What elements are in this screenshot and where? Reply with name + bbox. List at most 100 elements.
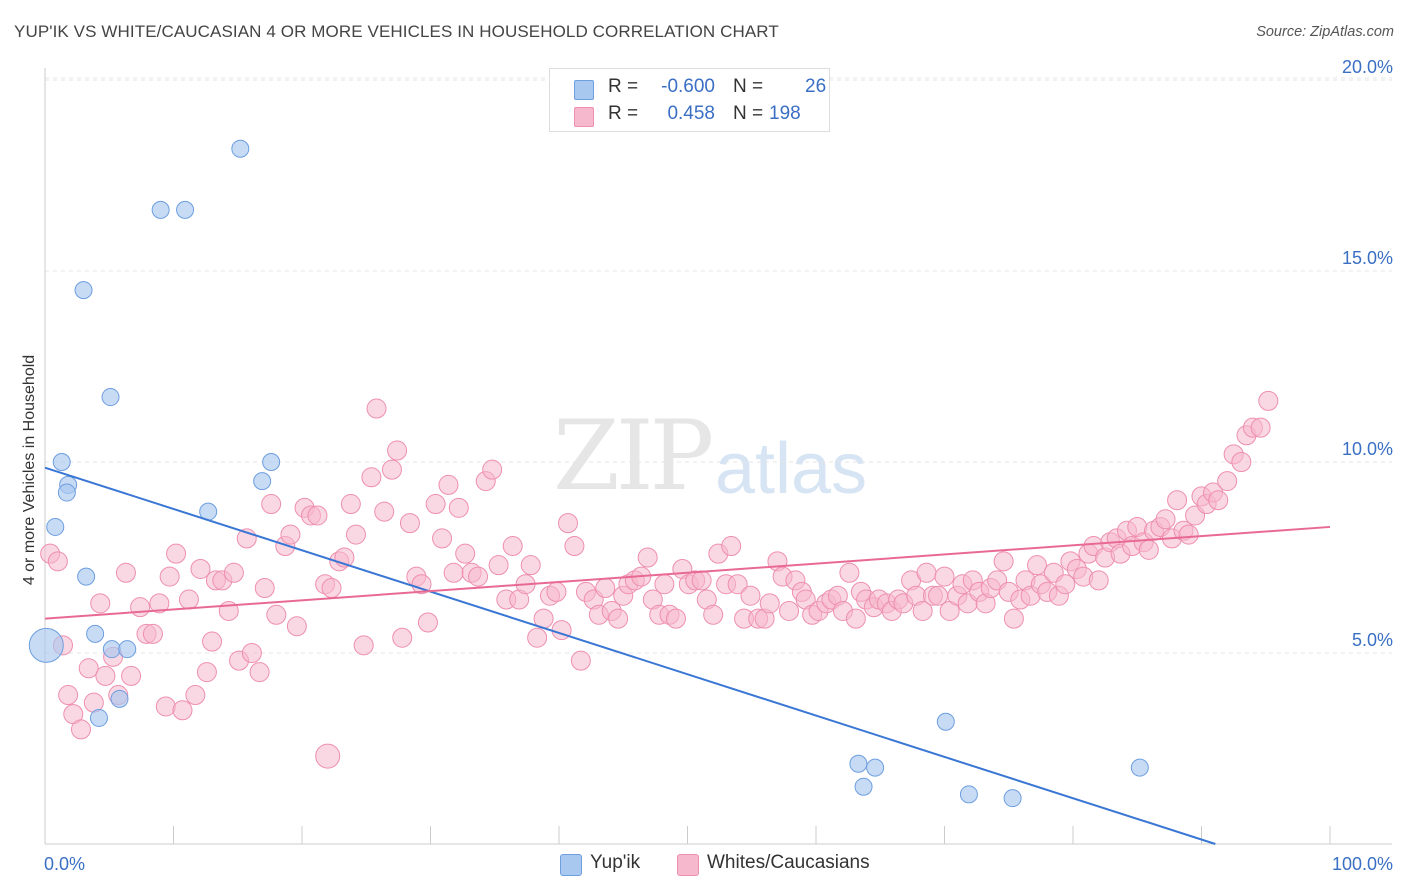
whites-point bbox=[1231, 452, 1252, 472]
series-legend: Yup'ik Whites/Caucasians bbox=[0, 852, 1406, 878]
whites-point bbox=[703, 604, 724, 625]
whites-point bbox=[546, 581, 567, 602]
whites-point bbox=[425, 494, 446, 515]
whites-point bbox=[654, 574, 675, 595]
whites-point bbox=[502, 536, 523, 557]
yupik-trend-line bbox=[44, 466, 1216, 845]
whites-point bbox=[223, 562, 244, 583]
yupik-point bbox=[854, 777, 873, 796]
whites-trend-line bbox=[44, 525, 1331, 620]
whites-point bbox=[417, 612, 438, 633]
whites-point bbox=[155, 696, 176, 717]
whites-point bbox=[241, 643, 262, 663]
legend-n-value: 26 bbox=[805, 76, 827, 97]
yupik-point bbox=[89, 708, 108, 727]
yupik-point bbox=[46, 517, 65, 536]
whites-point bbox=[1258, 390, 1279, 411]
whites-series-points bbox=[40, 390, 1279, 769]
series-swatch-yupik bbox=[560, 854, 582, 876]
y-tick-label: 20.0% bbox=[1342, 57, 1393, 77]
yupik-point bbox=[1003, 789, 1022, 808]
whites-point bbox=[392, 627, 413, 648]
yupik-point bbox=[52, 453, 71, 471]
whites-point bbox=[520, 555, 541, 576]
whites-point bbox=[286, 616, 307, 637]
whites-point bbox=[1138, 539, 1159, 560]
whites-point bbox=[345, 524, 366, 545]
yupik-point bbox=[262, 453, 281, 471]
whites-point bbox=[443, 562, 464, 583]
yupik-point bbox=[110, 689, 129, 708]
correlation-legend: R = -0.600 N = 26 R = 0.458 N = 198 bbox=[549, 68, 830, 132]
whites-point bbox=[353, 635, 374, 656]
whites-point bbox=[78, 658, 99, 679]
whites-point bbox=[249, 662, 270, 683]
whites-point bbox=[190, 558, 211, 579]
whites-point bbox=[387, 440, 408, 461]
whites-point bbox=[185, 685, 206, 706]
yupik-point bbox=[231, 139, 250, 158]
whites-point bbox=[595, 578, 616, 599]
whites-point bbox=[381, 459, 402, 480]
whites-point bbox=[374, 501, 395, 522]
whites-point bbox=[149, 593, 170, 614]
axes bbox=[44, 68, 1392, 845]
whites-point bbox=[202, 631, 223, 652]
yupik-point bbox=[866, 758, 885, 777]
yupik-point bbox=[849, 754, 868, 773]
legend-n-value: 198 bbox=[769, 103, 801, 124]
legend-r-value: 0.458 bbox=[667, 103, 715, 124]
legend-n-label: N = bbox=[733, 103, 764, 124]
whites-point bbox=[399, 513, 420, 534]
watermark-zip: ZIP bbox=[553, 400, 714, 512]
whites-point bbox=[47, 551, 68, 572]
y-tick-label: 5.0% bbox=[1352, 630, 1393, 650]
whites-point bbox=[665, 608, 686, 629]
whites-point bbox=[196, 662, 217, 683]
legend-row-whites: R = 0.458 N = 198 bbox=[550, 103, 829, 129]
legend-r-label: R = bbox=[608, 76, 639, 97]
whites-point bbox=[266, 604, 287, 625]
whites-point bbox=[557, 513, 578, 534]
whites-point bbox=[90, 593, 111, 614]
whites-point bbox=[411, 574, 432, 595]
whites-point bbox=[321, 578, 342, 599]
trend-lines bbox=[44, 466, 1331, 845]
whites-point bbox=[1088, 570, 1109, 591]
whites-point bbox=[438, 474, 459, 495]
whites-point bbox=[448, 497, 469, 518]
whites-point bbox=[1250, 417, 1271, 438]
whites-point bbox=[564, 536, 585, 557]
whites-point bbox=[1167, 490, 1188, 511]
whites-point bbox=[759, 593, 780, 614]
legend-r-label: R = bbox=[608, 103, 639, 124]
whites-point bbox=[916, 562, 937, 583]
whites-point bbox=[570, 650, 591, 671]
whites-point bbox=[1155, 509, 1176, 530]
whites-point bbox=[178, 589, 199, 610]
x-tick-label: 0.0% bbox=[44, 854, 85, 874]
whites-point bbox=[340, 494, 361, 515]
yupik-point bbox=[936, 712, 955, 731]
whites-point bbox=[121, 665, 142, 686]
yupik-point bbox=[176, 200, 195, 219]
yupik-point bbox=[1130, 758, 1149, 777]
gridlines bbox=[45, 77, 1392, 654]
whites-point bbox=[527, 627, 548, 648]
whites-point bbox=[115, 562, 136, 583]
whites-point bbox=[455, 543, 476, 564]
whites-point bbox=[608, 608, 629, 629]
whites-point bbox=[142, 623, 163, 644]
whites-point bbox=[839, 562, 860, 583]
whites-point bbox=[934, 566, 955, 587]
whites-point bbox=[721, 536, 742, 557]
whites-point bbox=[779, 600, 800, 621]
whites-point bbox=[166, 543, 187, 564]
whites-point bbox=[280, 524, 301, 545]
whites-point bbox=[482, 459, 503, 480]
tick-labels: 5.0% 10.0% 15.0% 20.0% 0.0% 100.0% bbox=[44, 57, 1393, 874]
whites-point bbox=[1055, 574, 1076, 595]
whites-point bbox=[130, 597, 151, 618]
whites-point bbox=[95, 665, 116, 686]
